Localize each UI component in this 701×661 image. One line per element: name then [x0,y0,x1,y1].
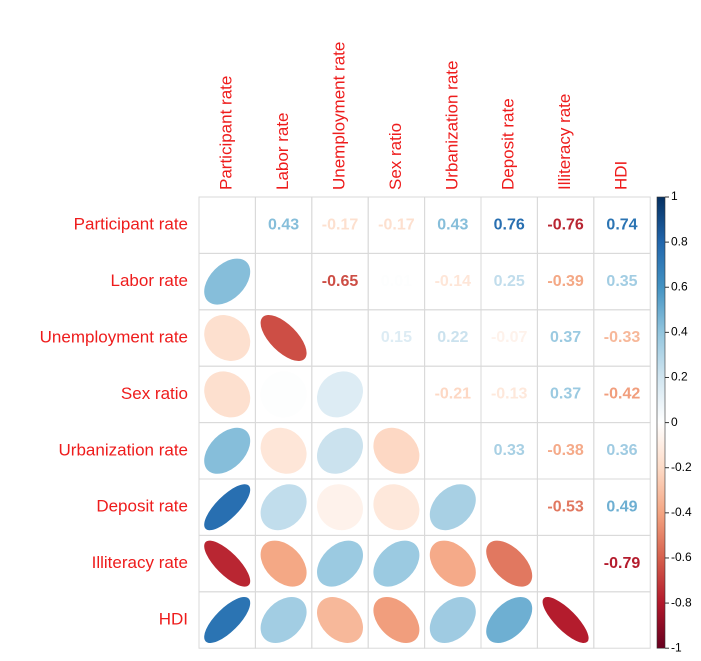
value-label: 0.01 [381,273,412,290]
value-label: 0.33 [494,442,525,459]
value-label: 0.43 [437,216,468,233]
cell [367,365,426,424]
column-label: HDI [611,161,630,190]
value-label: -0.17 [378,216,415,233]
ellipse [260,314,307,361]
cell [254,252,313,311]
ellipse [260,427,307,474]
row-label: Sex ratio [121,384,188,403]
colorbar-tick-label: -0.8 [671,595,692,609]
ellipse [429,540,476,587]
value-label: -0.13 [491,386,528,403]
column-label: Illiteracy rate [555,94,574,190]
value-label: -0.53 [547,498,584,515]
ellipse [204,484,251,531]
ellipse [204,314,251,361]
colorbar-tick-label: -0.6 [671,550,692,564]
cell [480,478,538,536]
column-label: Deposit rate [499,98,518,190]
ellipse [260,596,307,643]
row-label: Participant rate [74,215,188,234]
value-label: -0.38 [547,442,584,459]
column-label: Unemployment rate [329,42,348,190]
ellipse [316,484,363,531]
value-label: 0.15 [381,329,412,346]
ellipse [204,427,251,474]
value-label: 0.36 [606,442,637,459]
ellipse [373,427,420,474]
colorbar-tick-label: 0.8 [671,234,688,248]
ellipse [260,484,307,531]
value-label: -0.07 [491,329,528,346]
colorbar-tick-label: 0.6 [671,279,688,293]
value-label: -0.79 [604,555,641,572]
ellipse [429,596,476,643]
ellipse [316,371,363,418]
ellipse [373,484,420,531]
ellipse [204,371,251,418]
value-label: -0.76 [547,216,584,233]
cell [424,422,482,480]
ellipse [204,540,251,587]
row-label: HDI [159,609,188,628]
row-label: Illiteracy rate [92,553,188,572]
value-label: 0.43 [268,216,299,233]
colorbar [656,196,666,649]
cell [311,309,369,367]
value-label: 0.74 [606,216,637,233]
ellipse [486,596,533,643]
value-label: -0.14 [435,273,472,290]
value-label: 0.35 [606,273,637,290]
colorbar-tick-label: -1 [671,640,682,654]
value-label: -0.21 [435,386,472,403]
colorbar-tick-label: 0 [671,415,678,429]
value-label: -0.39 [547,273,584,290]
value-label: -0.33 [604,329,641,346]
value-label: -0.65 [322,273,359,290]
cell [536,534,595,593]
ellipse [260,371,307,418]
cell [593,591,651,649]
row-label: Unemployment rate [40,327,188,346]
cell [198,196,256,254]
value-label: 0.22 [437,329,468,346]
row-label: Labor rate [111,271,189,290]
colorbar-tick-label: 1 [671,189,678,203]
value-label: 0.76 [494,216,525,233]
colorbar-tick-label: -0.4 [671,505,692,519]
colorbar-tick-label: -0.2 [671,460,692,474]
ellipse [542,596,589,643]
ellipse [317,540,364,587]
ellipse [317,427,364,474]
ellipse [204,258,251,305]
value-label: -0.42 [604,386,641,403]
colorbar-tick-label: 0.2 [671,370,688,384]
ellipse [316,597,363,644]
column-label: Sex ratio [386,123,405,190]
ellipse [373,540,420,587]
row-label: Urbanization rate [59,440,188,459]
value-label: 0.49 [606,498,637,515]
value-label: 0.25 [494,273,525,290]
ellipse [486,540,533,587]
ellipse [373,596,420,643]
colorbar-tick-label: 0.4 [671,325,688,339]
column-label: Participant rate [217,76,236,190]
ellipse [204,597,251,644]
value-label: -0.17 [322,216,359,233]
value-label: 0.37 [550,329,581,346]
ellipse [429,484,476,531]
column-label: Urbanization rate [442,61,461,190]
ellipse [260,540,307,587]
column-label: Labor rate [273,113,292,191]
value-label: 0.37 [550,386,581,403]
row-label: Deposit rate [96,497,188,516]
